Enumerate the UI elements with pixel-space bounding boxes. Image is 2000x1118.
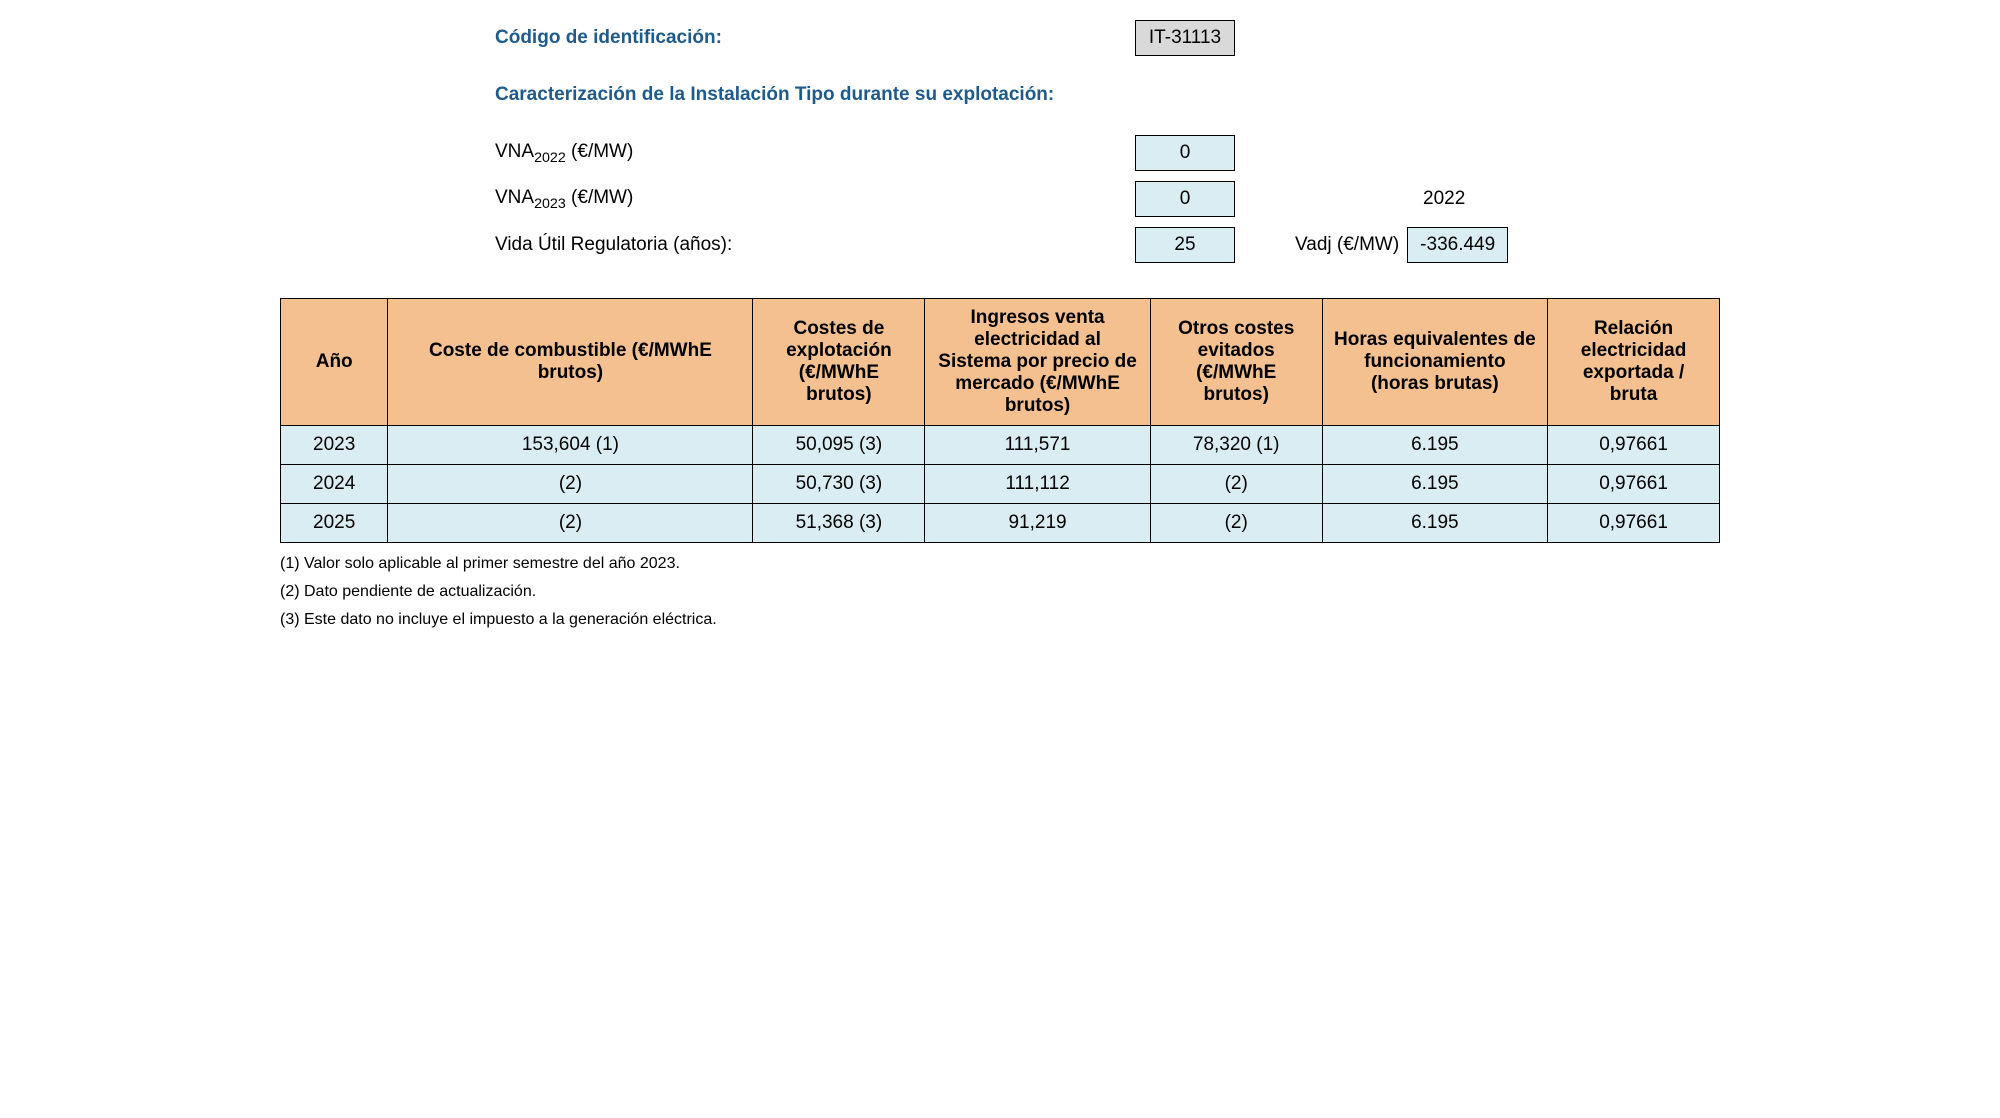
year-right: 2022 — [1423, 188, 1465, 210]
cell-income: 91,219 — [925, 504, 1151, 543]
life-row: Vida Útil Regulatoria (años): 25 Vadj (€… — [495, 222, 1720, 268]
vadj-label: Vadj (€/MW) — [1295, 234, 1399, 256]
id-value-box: IT-31113 — [1135, 20, 1235, 56]
vna2022-row: VNA2022 (€/MW) 0 — [495, 130, 1720, 176]
table-header-row: Año Coste de combustible (€/MWhE brutos)… — [281, 299, 1720, 426]
th-hours: Horas equivalentes de funcionamiento (ho… — [1322, 299, 1548, 426]
cell-income: 111,571 — [925, 426, 1151, 465]
vna2023-sub: 2023 — [534, 195, 566, 211]
data-table: Año Coste de combustible (€/MWhE brutos)… — [280, 298, 1720, 543]
cell-ratio: 0,97661 — [1548, 426, 1720, 465]
footnote-2: (2) Dato pendiente de actualización. — [280, 583, 1720, 601]
vna2022-unit: (€/MW) — [566, 141, 634, 162]
th-avoid: Otros costes evitados (€/MWhE brutos) — [1150, 299, 1322, 426]
year-right-col: 2022 — [1295, 188, 1465, 210]
footnote-3: (3) Este dato no incluye el impuesto a l… — [280, 611, 1720, 629]
cell-oper: 51,368 (3) — [753, 504, 925, 543]
vna2023-value-box: 0 — [1135, 181, 1235, 217]
vna2022-sub: 2022 — [534, 149, 566, 165]
th-oper: Costes de explotación (€/MWhE brutos) — [753, 299, 925, 426]
cell-avoid: (2) — [1150, 465, 1322, 504]
cell-year: 2023 — [281, 426, 388, 465]
cell-avoid: 78,320 (1) — [1150, 426, 1322, 465]
vna2023-label: VNA2023 (€/MW) — [495, 187, 1135, 212]
vna2023-unit: (€/MW) — [566, 187, 634, 208]
table-head: Año Coste de combustible (€/MWhE brutos)… — [281, 299, 1720, 426]
cell-fuel: (2) — [388, 465, 753, 504]
table-row: 2023 153,604 (1) 50,095 (3) 111,571 78,3… — [281, 426, 1720, 465]
id-row: Código de identificación: IT-31113 — [495, 20, 1720, 56]
vna2023-prefix: VNA — [495, 187, 534, 208]
cell-ratio: 0,97661 — [1548, 465, 1720, 504]
id-label: Código de identificación: — [495, 27, 1135, 49]
vna2022-label: VNA2022 (€/MW) — [495, 141, 1135, 166]
footnotes: (1) Valor solo aplicable al primer semes… — [280, 555, 1720, 629]
cell-ratio: 0,97661 — [1548, 504, 1720, 543]
cell-avoid: (2) — [1150, 504, 1322, 543]
cell-year: 2024 — [281, 465, 388, 504]
section-title: Caracterización de la Instalación Tipo d… — [495, 84, 1720, 106]
th-year: Año — [281, 299, 388, 426]
header-section: Código de identificación: IT-31113 Carac… — [495, 20, 1720, 268]
vadj-col: Vadj (€/MW) -336.449 — [1295, 227, 1508, 263]
cell-fuel: (2) — [388, 504, 753, 543]
vadj-value-box: -336.449 — [1407, 227, 1508, 263]
cell-year: 2025 — [281, 504, 388, 543]
vna2022-prefix: VNA — [495, 141, 534, 162]
cell-oper: 50,095 (3) — [753, 426, 925, 465]
th-fuel: Coste de combustible (€/MWhE brutos) — [388, 299, 753, 426]
th-income: Ingresos venta electricidad al Sistema p… — [925, 299, 1151, 426]
footnote-1: (1) Valor solo aplicable al primer semes… — [280, 555, 1720, 573]
vna2023-row: VNA2023 (€/MW) 0 2022 — [495, 176, 1720, 222]
th-ratio: Relación electricidad exportada / bruta — [1548, 299, 1720, 426]
life-value-box: 25 — [1135, 227, 1235, 263]
cell-hours: 6.195 — [1322, 504, 1548, 543]
cell-oper: 50,730 (3) — [753, 465, 925, 504]
table-row: 2025 (2) 51,368 (3) 91,219 (2) 6.195 0,9… — [281, 504, 1720, 543]
cell-hours: 6.195 — [1322, 426, 1548, 465]
document-page: Código de identificación: IT-31113 Carac… — [280, 20, 1720, 629]
cell-fuel: 153,604 (1) — [388, 426, 753, 465]
cell-income: 111,112 — [925, 465, 1151, 504]
table-body: 2023 153,604 (1) 50,095 (3) 111,571 78,3… — [281, 426, 1720, 543]
table-row: 2024 (2) 50,730 (3) 111,112 (2) 6.195 0,… — [281, 465, 1720, 504]
life-label: Vida Útil Regulatoria (años): — [495, 234, 1135, 256]
vna2022-value-box: 0 — [1135, 135, 1235, 171]
cell-hours: 6.195 — [1322, 465, 1548, 504]
